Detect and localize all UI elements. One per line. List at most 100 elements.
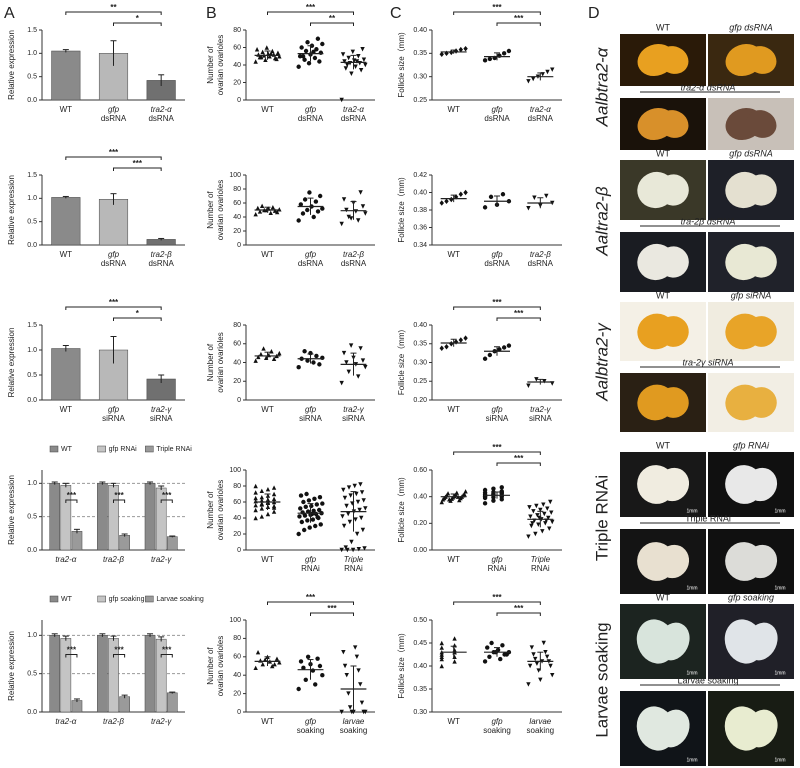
data-point: [317, 362, 322, 367]
data-point: [353, 517, 358, 522]
data-point: [301, 665, 306, 671]
photo-ovary: [745, 246, 777, 278]
x-tick-label: WT: [447, 250, 460, 259]
data-point: [347, 705, 353, 710]
y-tick-label: 100: [229, 172, 241, 179]
y-tick-label: 0.25: [413, 378, 427, 385]
significance-bracket: [113, 499, 126, 503]
data-point: [498, 656, 503, 662]
photo-ovary: [745, 387, 777, 418]
x-tick-label: dsRNA: [528, 114, 554, 123]
photo-caption: tra-2β dsRNA: [681, 216, 736, 226]
data-point: [260, 661, 265, 667]
data-point: [500, 643, 505, 648]
legend-label: Larvae soaking: [156, 596, 204, 603]
x-tick-label: tra2-β: [530, 250, 551, 259]
data-point: [253, 490, 258, 495]
data-point: [305, 654, 311, 659]
significance-label: **: [329, 14, 336, 23]
legend-label: gfp soaking: [109, 596, 145, 603]
legend-swatch: [97, 445, 106, 453]
legend-swatch: [145, 595, 154, 603]
data-point: [274, 656, 280, 661]
photo-ovary: [745, 467, 778, 502]
data-point: [360, 204, 366, 209]
data-point: [260, 49, 265, 55]
y-axis-label: Relative expression: [7, 328, 16, 398]
photo-ovary: [657, 544, 690, 579]
data-point: [500, 192, 506, 197]
x-tick-label: gfp: [305, 405, 317, 414]
significance-bracket: [267, 11, 354, 15]
x-tick-label: gfp: [108, 250, 120, 259]
photo-caption: gfp soaking: [728, 592, 774, 602]
data-point: [255, 650, 261, 655]
x-tick-label: soaking: [527, 726, 555, 735]
data-point: [452, 636, 457, 641]
y-tick-label: 0.40: [413, 322, 427, 329]
data-point: [530, 521, 535, 526]
data-point: [296, 364, 301, 370]
data-point: [315, 36, 321, 41]
significance-bracket: [453, 11, 541, 15]
data-point: [296, 686, 301, 692]
y-axis-label: Follicle size（mm): [397, 477, 406, 543]
data-point: [314, 353, 319, 359]
photo-caption: gfp dsRNA: [729, 22, 773, 32]
data-point: [259, 514, 265, 519]
data-point: [350, 547, 356, 553]
data-point: [257, 209, 263, 214]
data-point: [344, 673, 349, 678]
data-point: [487, 352, 493, 358]
data-point: [348, 216, 354, 221]
photo-ovary: [657, 709, 690, 748]
data-point: [363, 506, 368, 511]
data-point: [305, 518, 310, 523]
significance-bracket: [113, 654, 126, 658]
data-point: [277, 207, 282, 212]
y-tick-label: 80: [233, 483, 241, 490]
bar: [166, 692, 178, 713]
significance-label: ***: [492, 593, 502, 602]
data-point: [303, 48, 309, 54]
x-tick-label: gfp: [491, 105, 503, 114]
data-point: [499, 485, 504, 490]
y-tick-label: 0.60: [413, 467, 427, 474]
y-tick-label: 0.5: [27, 671, 37, 678]
y-tick-label: 0.38: [413, 207, 427, 214]
data-point: [347, 519, 353, 525]
data-point: [253, 358, 258, 363]
data-point: [482, 501, 488, 506]
data-point: [363, 62, 368, 68]
data-point: [439, 200, 444, 206]
side-label: Aalbtra2-α: [592, 46, 611, 127]
photo-caption: gfp siRNA: [731, 290, 772, 300]
y-tick-label: 0.42: [413, 172, 427, 179]
data-point: [310, 517, 316, 522]
y-tick-label: 0.25: [413, 97, 427, 104]
photo-ovary: [657, 316, 689, 347]
data-point: [320, 355, 325, 361]
data-point: [352, 483, 357, 489]
data-point: [299, 45, 304, 50]
significance-label: *: [136, 14, 140, 23]
photo-ovary: [745, 544, 778, 579]
y-tick-label: 0: [237, 547, 241, 554]
data-point: [363, 364, 368, 370]
data-point: [482, 487, 488, 493]
y-tick-label: 0.50: [413, 617, 427, 624]
data-point: [268, 51, 274, 56]
significance-label: ***: [67, 491, 77, 500]
data-point: [527, 505, 532, 510]
data-point: [439, 652, 444, 657]
x-tick-label: gfp: [491, 717, 503, 726]
y-axis-label: Follicle size（mm): [397, 633, 406, 699]
side-label: Triple RNAi: [592, 475, 611, 561]
data-point: [314, 47, 319, 52]
data-point: [253, 212, 258, 217]
data-point: [271, 356, 277, 361]
significance-bracket: [496, 462, 541, 466]
x-tick-label: dsRNA: [484, 259, 510, 268]
data-point: [346, 485, 352, 490]
